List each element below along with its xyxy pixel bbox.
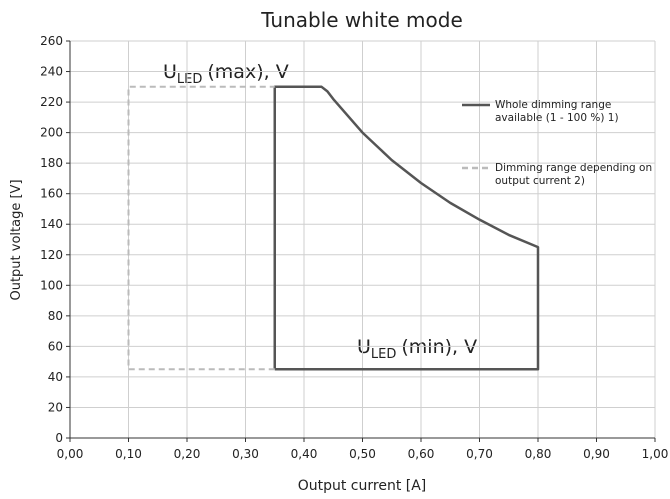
y-tick-label: 40 [48,370,63,384]
annotation-sub: LED [371,347,396,362]
legend-label: Whole dimming range available (1 - 100 %… [495,99,619,124]
y-axis-label: Output voltage [V] [9,179,24,300]
x-tick-label: 0,20 [174,447,201,461]
annotation: ULED (max), V [163,61,289,87]
y-tick-label: 160 [40,187,63,201]
y-tick-label: 200 [40,126,63,140]
x-tick-label: 0,50 [349,447,376,461]
annotation-sub: LED [177,72,202,87]
x-axis-label: Output current [A] [298,478,427,494]
annotation-rest: (min), V [401,336,477,358]
series-line [127,85,275,371]
y-tick-label: 120 [40,248,63,262]
y-tick-label: 220 [40,95,63,109]
y-tick-label: 0 [55,431,63,445]
x-tick-label: 1,00 [642,447,669,461]
x-tick-label: 0,70 [466,447,493,461]
y-tick-label: 240 [40,65,63,79]
chart-title: Tunable white mode [260,8,463,32]
x-tick-label: 0,40 [291,447,318,461]
series-line [273,85,540,371]
y-tick-label: 20 [48,400,63,414]
x-tick-label: 0,30 [232,447,259,461]
y-tick-label: 60 [48,339,63,353]
y-tick-label: 140 [40,217,63,231]
annotation-main: U [357,336,371,358]
y-tick-label: 180 [40,156,63,170]
annotation: ULED (min), V [357,336,477,362]
x-tick-label: 0,90 [583,447,610,461]
legend-label: Dimming range depending on output curren… [495,162,653,187]
x-tick-label: 0,60 [408,447,435,461]
x-tick-label: 0,80 [525,447,552,461]
y-tick-label: 80 [48,309,63,323]
x-tick-label: 0,00 [57,447,84,461]
y-tick-label: 260 [40,34,63,48]
y-tick-label: 100 [40,278,63,292]
x-tick-label: 0,10 [115,447,142,461]
